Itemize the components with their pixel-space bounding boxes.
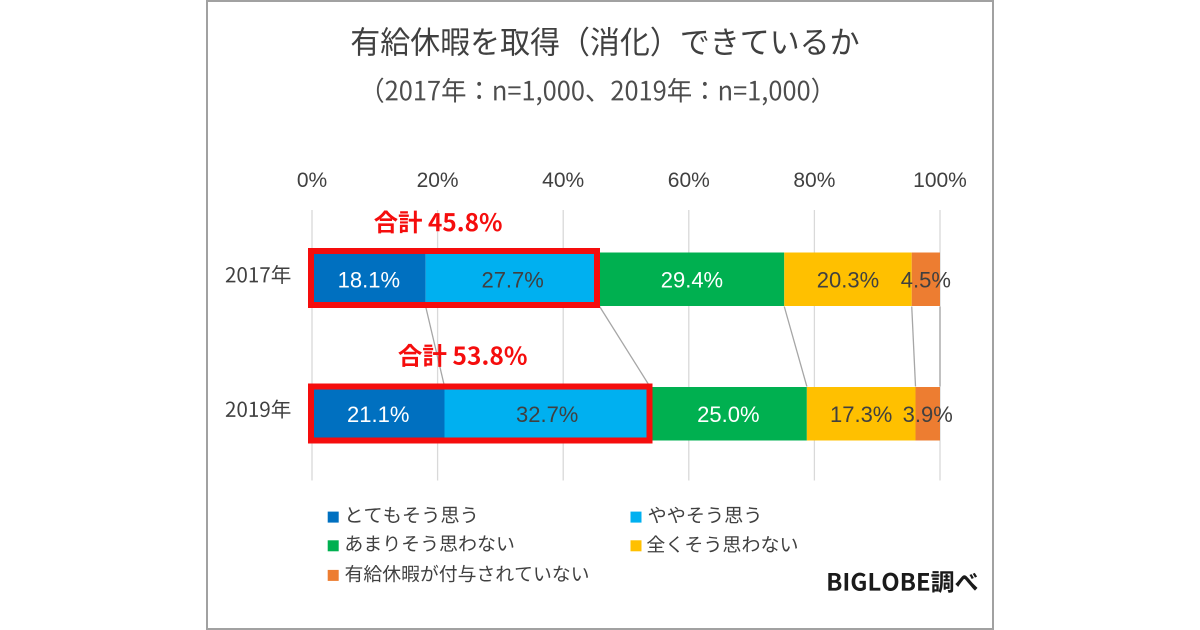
svg-text:40%: 40%	[542, 169, 584, 192]
svg-text:27.7%: 27.7%	[481, 268, 543, 293]
svg-text:32.7%: 32.7%	[516, 402, 578, 427]
svg-text:100%: 100%	[913, 169, 967, 192]
svg-text:20.3%: 20.3%	[817, 268, 879, 293]
svg-text:3.9%: 3.9%	[903, 402, 953, 427]
svg-text:21.1%: 21.1%	[347, 402, 409, 427]
svg-text:25.0%: 25.0%	[697, 402, 759, 427]
svg-text:20%: 20%	[417, 169, 459, 192]
svg-text:80%: 80%	[793, 169, 835, 192]
svg-text:60%: 60%	[668, 169, 710, 192]
svg-text:4.5%: 4.5%	[901, 268, 951, 293]
svg-text:17.3%: 17.3%	[830, 402, 892, 427]
svg-text:0%: 0%	[297, 169, 327, 192]
svg-text:18.1%: 18.1%	[338, 268, 400, 293]
svg-text:29.4%: 29.4%	[661, 268, 723, 293]
